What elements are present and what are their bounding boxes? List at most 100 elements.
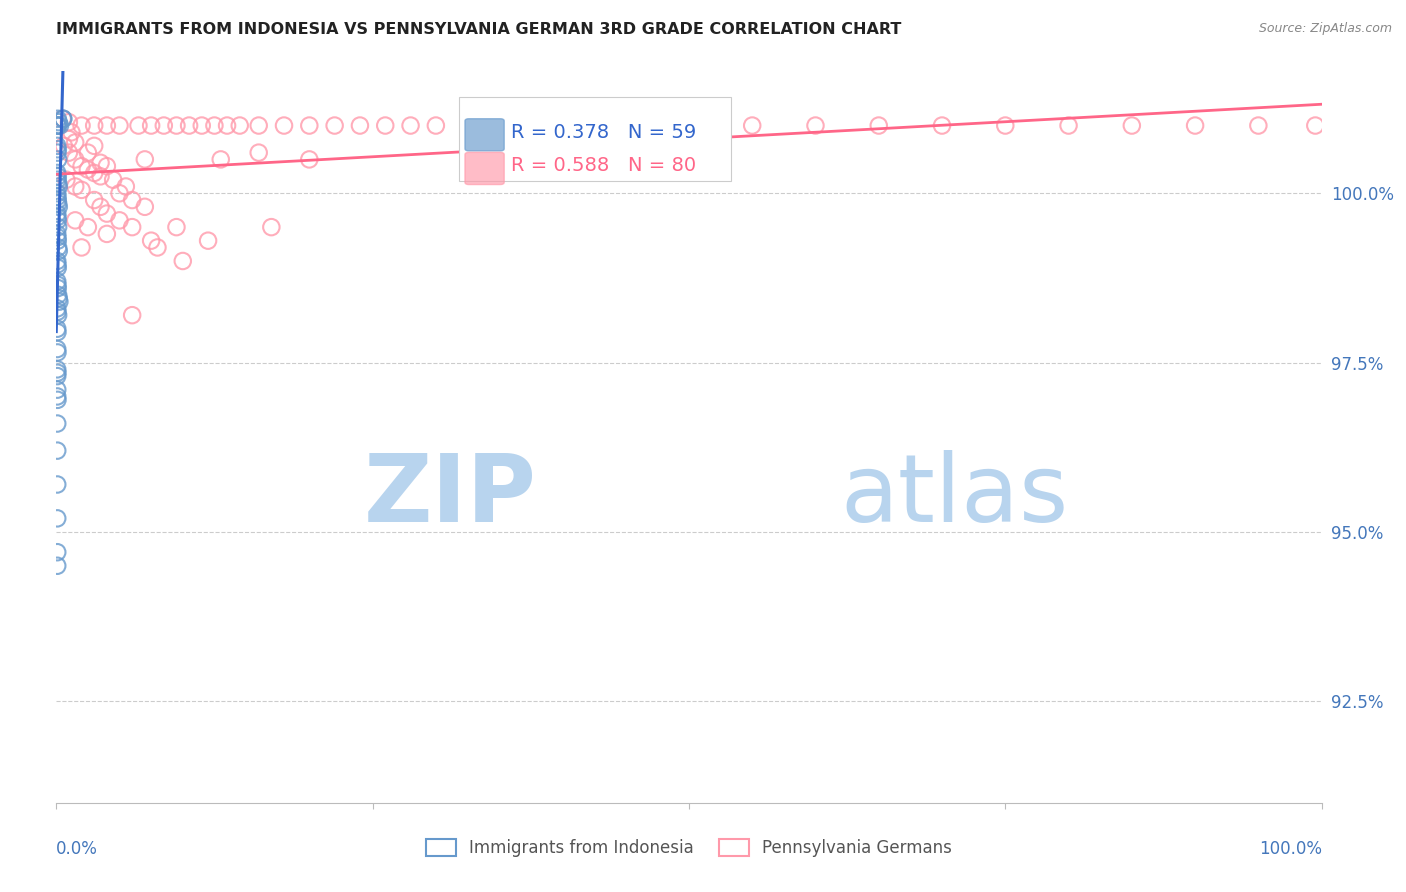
Point — [868, 119, 890, 133]
Point — [349, 119, 371, 133]
Point — [273, 119, 295, 133]
Point — [488, 119, 510, 133]
Point — [52, 112, 75, 126]
Point — [46, 325, 69, 339]
Point — [60, 125, 83, 139]
Point — [46, 153, 69, 167]
Point — [48, 200, 70, 214]
Point — [197, 234, 219, 248]
Point — [46, 288, 69, 302]
Text: R = 0.378   N = 59: R = 0.378 N = 59 — [510, 123, 696, 142]
Point — [46, 369, 69, 384]
Point — [46, 417, 69, 431]
Point — [121, 193, 143, 207]
Point — [77, 220, 98, 235]
Point — [46, 281, 69, 295]
Point — [58, 132, 80, 146]
Point — [90, 169, 112, 184]
Point — [52, 139, 75, 153]
Point — [46, 511, 69, 525]
Point — [46, 383, 69, 397]
Point — [46, 196, 69, 211]
Point — [121, 220, 143, 235]
Point — [247, 145, 270, 160]
Point — [96, 227, 118, 241]
Point — [931, 119, 953, 133]
Point — [46, 301, 69, 316]
Point — [141, 234, 163, 248]
Point — [48, 179, 70, 194]
Point — [179, 119, 201, 133]
Point — [678, 119, 700, 133]
FancyBboxPatch shape — [458, 97, 731, 181]
Text: 100.0%: 100.0% — [1258, 840, 1322, 858]
Point — [1305, 119, 1327, 133]
Point — [65, 213, 87, 227]
Point — [121, 308, 143, 322]
Point — [48, 294, 70, 309]
Point — [217, 119, 239, 133]
Point — [141, 119, 163, 133]
Point — [49, 119, 72, 133]
Point — [52, 112, 75, 126]
Point — [247, 119, 270, 133]
Point — [46, 193, 69, 207]
FancyBboxPatch shape — [465, 119, 505, 151]
Point — [46, 166, 69, 180]
Point — [108, 186, 131, 201]
Point — [46, 392, 69, 407]
Point — [77, 145, 98, 160]
Point — [741, 119, 763, 133]
Point — [46, 189, 69, 203]
Point — [153, 119, 176, 133]
Point — [90, 155, 112, 169]
Point — [46, 139, 69, 153]
Point — [46, 389, 69, 403]
Point — [77, 162, 98, 177]
Point — [260, 220, 283, 235]
Point — [128, 119, 150, 133]
Text: R = 0.588   N = 80: R = 0.588 N = 80 — [510, 156, 696, 176]
Text: Source: ZipAtlas.com: Source: ZipAtlas.com — [1258, 22, 1392, 36]
Point — [191, 119, 214, 133]
Point — [46, 142, 69, 156]
Point — [298, 153, 321, 167]
Point — [48, 115, 70, 129]
Point — [1184, 119, 1206, 133]
Point — [46, 308, 69, 322]
Point — [46, 305, 69, 319]
Point — [46, 545, 69, 559]
Point — [65, 136, 87, 150]
Point — [83, 193, 105, 207]
Point — [46, 213, 69, 227]
Point — [46, 257, 69, 271]
Point — [70, 240, 93, 254]
Point — [172, 254, 194, 268]
Point — [58, 115, 80, 129]
Point — [46, 169, 69, 184]
Point — [65, 153, 87, 167]
Point — [70, 183, 93, 197]
Point — [46, 260, 69, 275]
Point — [46, 176, 69, 190]
Point — [46, 254, 69, 268]
Point — [994, 119, 1017, 133]
Point — [90, 200, 112, 214]
Text: 0.0%: 0.0% — [56, 840, 98, 858]
Point — [83, 119, 105, 133]
Point — [46, 220, 69, 235]
Point — [108, 119, 131, 133]
Point — [298, 119, 321, 133]
Point — [46, 119, 69, 133]
Point — [52, 112, 75, 126]
Point — [323, 119, 346, 133]
FancyBboxPatch shape — [465, 153, 505, 185]
Text: ZIP: ZIP — [364, 450, 537, 541]
Point — [103, 172, 125, 186]
Point — [46, 145, 69, 160]
Point — [166, 119, 188, 133]
Point — [55, 172, 77, 186]
Point — [96, 119, 118, 133]
Point — [46, 227, 69, 241]
Point — [46, 366, 69, 380]
